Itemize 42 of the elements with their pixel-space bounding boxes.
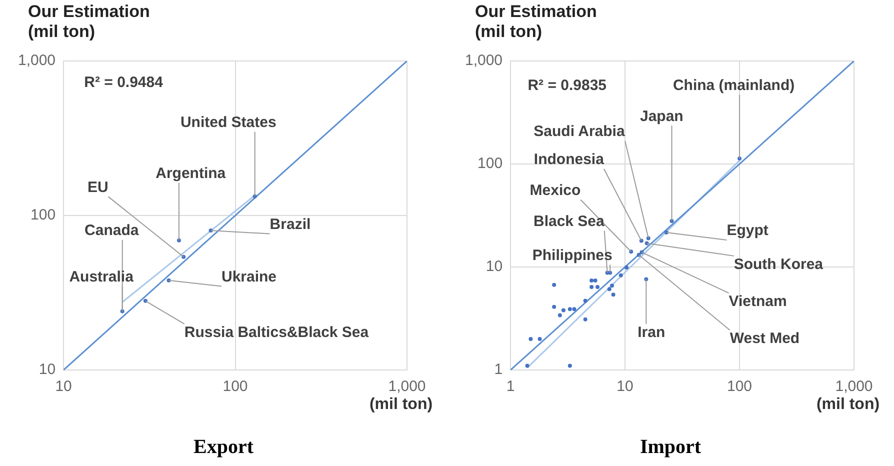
- annotation: Japan: [640, 108, 684, 125]
- annotation: Indonesia: [534, 151, 605, 168]
- y-tick-label: 100: [478, 155, 503, 172]
- x-tick-label: 100: [726, 378, 752, 396]
- x-tick-label: 100: [222, 378, 248, 396]
- annotation: Canada: [84, 222, 140, 240]
- x-tick-label: 10: [55, 378, 72, 396]
- annotation: Australia: [69, 268, 134, 286]
- annotation: EU: [87, 178, 108, 196]
- x-tick-label: 1: [506, 378, 515, 396]
- annotation: West Med: [730, 330, 800, 348]
- y-tick-label: 1,000: [18, 52, 56, 70]
- y-tick-label: 100: [30, 206, 56, 224]
- annotation: South Korea: [734, 256, 824, 274]
- text: Export: [192, 436, 254, 459]
- annotation: Iran: [638, 324, 666, 342]
- annotation: Philippines: [532, 246, 612, 264]
- text: Import: [638, 436, 702, 459]
- annotation: Vietnam: [728, 293, 787, 310]
- y-tick-label: 1: [494, 361, 503, 378]
- x-axis-title: (mil ton): [368, 396, 434, 414]
- annotation: Black Sea: [533, 212, 606, 230]
- annotation: Ukraine: [221, 268, 277, 286]
- annotation: China (mainland): [672, 76, 795, 94]
- x-tick-label: 1,000: [835, 378, 873, 396]
- annotation: Argentina: [156, 164, 226, 182]
- annotation: Brazil: [270, 216, 311, 233]
- annotation: United States: [180, 114, 276, 131]
- y-tick-label: 10: [486, 258, 503, 276]
- x-tick-label: 10: [616, 378, 634, 396]
- y-tick-label: 1,000: [464, 52, 503, 70]
- y-axis-title: Our Estimation (mil ton): [28, 2, 151, 42]
- annotation: Russia Baltics&Black Sea: [184, 324, 370, 342]
- annotation: Egypt: [726, 222, 768, 240]
- annotation: R² = 0.9484: [84, 74, 164, 91]
- x-axis-title: (mil ton): [815, 396, 881, 414]
- y-tick-label: 10: [38, 361, 56, 378]
- y-axis-title: Our Estimation (mil ton): [475, 2, 598, 42]
- x-tick-label: 1,000: [388, 378, 426, 396]
- annotation: Saudi Arabia: [534, 123, 626, 140]
- annotation: Mexico: [530, 182, 581, 199]
- annotation: R² = 0.9835: [528, 76, 607, 94]
